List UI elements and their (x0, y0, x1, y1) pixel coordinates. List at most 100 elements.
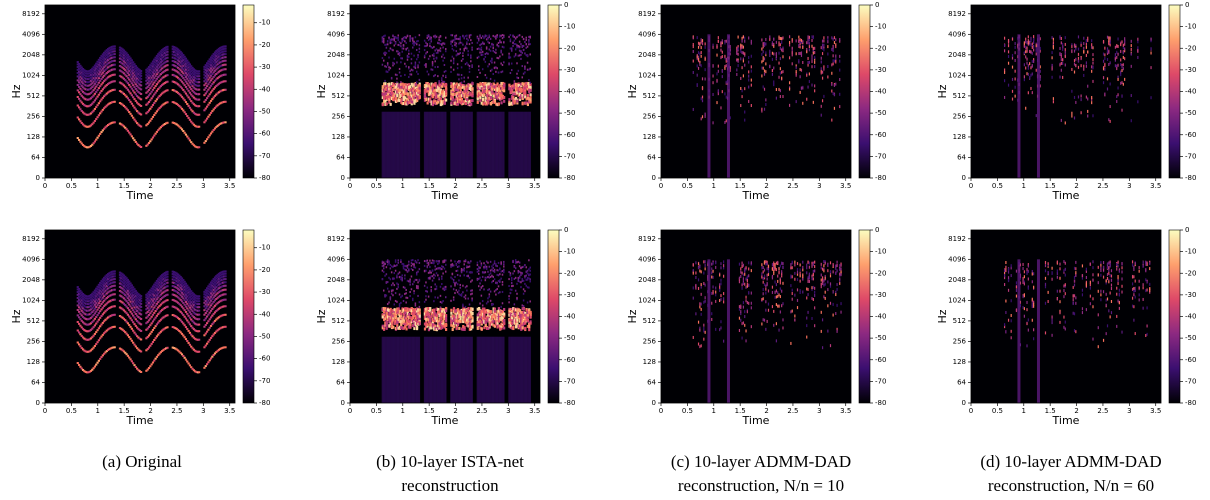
spectrogram-cell (716, 72, 717, 75)
spectrogram-cell (152, 329, 154, 331)
spectrogram-cell (399, 54, 401, 56)
spectrogram-cell (483, 58, 485, 60)
spectrogram-cell (445, 99, 447, 102)
spectrogram-cell (184, 132, 186, 134)
spectrogram-cell (386, 102, 388, 105)
spectrogram-cell (189, 86, 191, 88)
spectrogram-cell (445, 70, 447, 72)
spectrogram-cell (519, 46, 521, 48)
spectrogram-cell (127, 279, 129, 281)
spectrogram-cell (149, 140, 151, 142)
spectrogram-cell (831, 90, 832, 93)
spectrogram-cell (811, 84, 812, 87)
spectrogram-cell (485, 35, 487, 37)
spectrogram-cell (693, 71, 694, 74)
spectrogram-cell (701, 46, 702, 49)
spectrogram-cell (155, 71, 157, 73)
spectrogram-cell (207, 104, 209, 106)
spectrogram-cell (1074, 63, 1075, 66)
spectrogram-cell (491, 61, 493, 63)
spectrogram-cell (1120, 43, 1121, 46)
spectrogram-cell (814, 47, 815, 50)
spectrogram-cell (1032, 65, 1033, 68)
spectrogram-cell (520, 43, 522, 45)
spectrogram-cell (153, 302, 155, 304)
spectrogram-cell (444, 71, 446, 73)
x-tick-label: 0.5 (371, 182, 382, 190)
spectrogram-cell (822, 47, 823, 50)
spectrogram-cell (1025, 67, 1026, 70)
spectrogram-cell (477, 76, 479, 78)
spectrogram-cell (390, 40, 392, 42)
spectrogram-cell (94, 140, 96, 142)
spectrogram-cell (503, 96, 505, 99)
spectrogram-cell (450, 60, 452, 62)
spectrogram-cell (425, 52, 427, 54)
x-tick-label: 0 (659, 182, 663, 190)
spectrogram-cell (128, 324, 130, 326)
spectrogram-cell (1071, 112, 1072, 115)
spectrogram-cell (477, 101, 479, 104)
spectrogram-cell (722, 70, 723, 73)
spectrogram-cell (1062, 45, 1063, 48)
spectrogram-cell (470, 56, 472, 58)
spectrogram-cell (153, 327, 155, 329)
colorbar-tick-label: -10 (564, 23, 575, 31)
spectrogram-cell (1120, 63, 1121, 66)
spectrogram-cell (693, 108, 694, 111)
spectrogram-cell (415, 63, 417, 65)
spectrogram-cell (394, 63, 396, 65)
spectrogram-cell (100, 356, 102, 358)
spectrogram-cell (814, 84, 815, 87)
spectrogram-cell (429, 97, 431, 100)
spectrogram-cell (494, 62, 496, 64)
colorbar-tick-label: -70 (564, 152, 575, 160)
spectrogram-cell (524, 65, 526, 67)
spectrogram-cell (398, 53, 400, 55)
spectrogram-cell (701, 117, 702, 120)
spectrogram-cell (510, 47, 512, 49)
spectrogram-cell (166, 48, 168, 50)
spectrogram-cell (514, 56, 516, 58)
spectrogram-cell (761, 108, 762, 111)
spectrogram-cell (114, 278, 116, 280)
spectrogram-cell (1028, 41, 1029, 44)
spectrogram-cell (496, 36, 498, 38)
spectrogram-cell (821, 61, 822, 64)
spectrogram-cell (798, 52, 799, 55)
spectrogram-cell (1092, 62, 1093, 65)
spectrogram-cell (77, 116, 79, 118)
spectrogram-cell (433, 112, 435, 178)
spectrogram-cell (741, 40, 742, 43)
spectrogram-cell (743, 74, 744, 77)
spectrogram-cell (140, 318, 142, 320)
spectrogram-cell (1107, 49, 1108, 52)
spectrogram-cell (1037, 34, 1040, 178)
spectrogram-cell (133, 344, 135, 346)
spectrogram-cell (384, 54, 386, 56)
spectrogram-cell (186, 60, 188, 62)
spectrogram-cell (100, 324, 102, 326)
spectrogram-cell (430, 39, 432, 41)
spectrogram-cell (741, 46, 742, 49)
spectrogram-cell (419, 44, 421, 46)
spectrogram-cell (398, 44, 400, 46)
spectrogram-cell (411, 112, 413, 178)
spectrogram-cell (496, 44, 498, 46)
spectrogram-cell (148, 334, 150, 336)
spectrogram-cell (148, 302, 150, 304)
spectrogram-cell (424, 55, 426, 57)
spectrogram-cell (1124, 37, 1125, 40)
spectrogram-cell (712, 81, 713, 84)
spectrogram-cell (1078, 53, 1079, 56)
spectrogram-cell (132, 90, 134, 92)
spectrogram-cell (149, 108, 151, 110)
spectrogram-cell (428, 39, 430, 41)
spectrogram-cell (417, 73, 419, 75)
spectrogram-cell (1015, 86, 1016, 89)
spectrogram-cell (456, 35, 458, 37)
spectrogram-cell (1061, 58, 1062, 61)
spectrogram-cell (114, 80, 116, 82)
spectrogram-cell (416, 81, 418, 83)
spectrogram-cell (1071, 115, 1072, 118)
